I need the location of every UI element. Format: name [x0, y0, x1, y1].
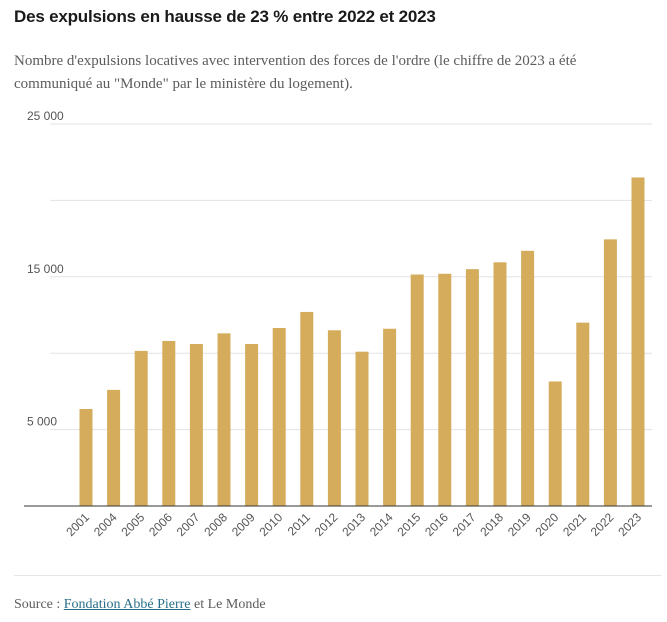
bar-2017: [465, 269, 479, 506]
y-tick-label-0: 25 000: [27, 109, 64, 123]
bar-2013: [355, 351, 369, 506]
x-tick-label-2014: 2014: [367, 510, 396, 539]
x-tick-label-2009: 2009: [229, 510, 258, 539]
bar-2016: [438, 273, 452, 506]
source-link[interactable]: Fondation Abbé Pierre: [63, 597, 191, 612]
bar-2005: [134, 350, 148, 506]
y-axis-labels: 25 000 15 000 5 000: [27, 109, 64, 429]
y-tick-label-2: 5 000: [27, 415, 57, 429]
bar-2018: [493, 262, 507, 506]
x-tick-label-2004: 2004: [91, 510, 120, 539]
bar-2010: [272, 327, 286, 506]
bar-2001: [79, 408, 93, 506]
x-tick-label-2023: 2023: [615, 510, 644, 539]
x-tick-label-2005: 2005: [119, 510, 148, 539]
bar-2007: [189, 344, 203, 506]
footer-divider: [14, 575, 661, 576]
x-tick-label-2021: 2021: [560, 510, 589, 539]
x-tick-label-2008: 2008: [201, 510, 230, 539]
bar-2022: [603, 239, 617, 506]
bar-2008: [217, 333, 231, 506]
x-tick-label-2007: 2007: [174, 510, 203, 539]
chart-subtitle: Nombre d'expulsions locatives avec inter…: [14, 53, 577, 92]
bar-2020: [548, 381, 562, 506]
x-tick-label-2013: 2013: [339, 510, 368, 539]
bar-2012: [327, 330, 341, 506]
bar-2023: [631, 177, 645, 506]
bar-2009: [245, 344, 259, 506]
y-tick-label-1: 15 000: [27, 262, 64, 276]
bar-2014: [383, 328, 397, 506]
x-tick-label-2022: 2022: [588, 510, 617, 539]
source-suffix: et Le Monde: [190, 597, 266, 612]
x-tick-label-2017: 2017: [450, 510, 479, 539]
source-note: Source : Fondation Abbé Pierre et Le Mon…: [14, 597, 266, 613]
bar-2006: [162, 340, 176, 506]
x-tick-label-2006: 2006: [146, 510, 175, 539]
x-tick-label-2010: 2010: [257, 510, 286, 539]
x-tick-label-2018: 2018: [477, 510, 506, 539]
x-tick-label-2015: 2015: [395, 510, 424, 539]
x-tick-label-2020: 2020: [533, 510, 562, 539]
bar-2015: [410, 274, 424, 506]
x-tick-label-2011: 2011: [285, 510, 313, 538]
bar-2011: [300, 311, 314, 506]
x-tick-label-2012: 2012: [312, 510, 341, 539]
x-tick-label-2001: 2001: [63, 510, 92, 539]
chart-title: Des expulsions en hausse de 23 % entre 2…: [14, 7, 436, 26]
x-tick-label-2019: 2019: [505, 510, 534, 539]
bar-2021: [576, 322, 590, 506]
bars: [79, 177, 645, 506]
bar-2019: [521, 250, 535, 506]
x-tick-label-2016: 2016: [422, 510, 451, 539]
source-prefix: Source :: [14, 597, 64, 612]
bar-2004: [107, 389, 121, 506]
